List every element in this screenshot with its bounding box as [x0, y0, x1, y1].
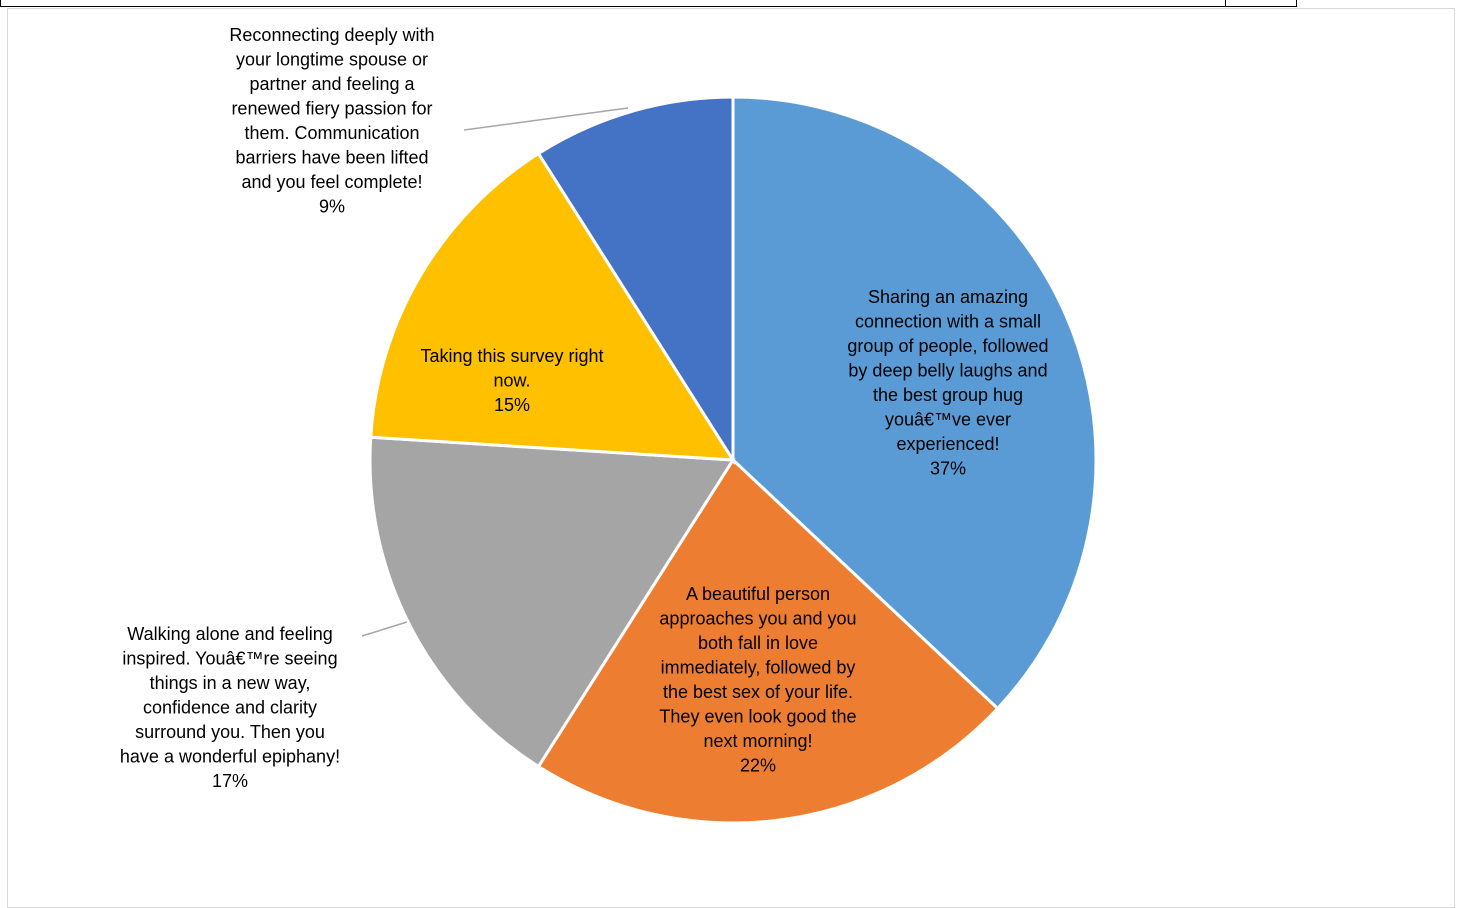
pie-slice: [536, 457, 1000, 825]
slice-category-label: experienced!: [896, 434, 999, 454]
slice-category-label: both fall in love: [698, 633, 818, 653]
slice-category-label: youâ€™ve ever: [885, 410, 1011, 430]
slice-category-label: Taking this survey right: [420, 346, 603, 366]
slice-percent-label: 22%: [740, 756, 776, 776]
slice-category-label: the best group hug: [873, 385, 1023, 405]
table-border-strip: [0, 0, 1297, 7]
slice-category-label: the best sex of your life.: [663, 682, 853, 702]
slice-percent-label: 9%: [319, 197, 345, 217]
slice-category-label: renewed fiery passion for: [231, 99, 432, 119]
slice-category-label: partner and feeling a: [249, 74, 415, 94]
slice-label: Taking this survey right now. 15%: [420, 346, 603, 415]
slice-label: Sharing an amazing connection with a smal…: [847, 287, 1048, 479]
pie-slice: [369, 151, 736, 462]
slice-category-label: immediately, followed by: [661, 658, 856, 678]
slice-category-label: Walking alone and feeling: [127, 624, 332, 644]
pie-slice: [731, 95, 1098, 711]
slice-category-label: inspired. Youâ€™re seeing: [122, 649, 337, 669]
slice-percent-label: 17%: [212, 771, 248, 791]
slice-category-label: next morning!: [703, 731, 812, 751]
slice-category-label: Sharing an amazing: [868, 287, 1028, 307]
slice-category-label: have a wonderful epiphany!: [120, 747, 340, 767]
slice-label: A beautiful person approaches you and you…: [659, 584, 856, 776]
slice-category-label: now.: [493, 371, 530, 391]
slice-category-label: connection with a small: [855, 312, 1041, 332]
slice-category-label: surround you. Then you: [135, 722, 325, 742]
slice-label: Walking alone and feeling inspired. Youâ€…: [120, 621, 408, 791]
table-cell-divider: [1225, 0, 1226, 7]
leader-line: [361, 621, 408, 637]
slice-category-label: your longtime spouse or: [236, 50, 428, 70]
slice-category-label: group of people, followed: [847, 336, 1048, 356]
slice-category-label: them. Communication: [244, 123, 419, 143]
slice-percent-label: 37%: [930, 459, 966, 479]
pie-slices: [368, 95, 1098, 825]
slice-category-label: Reconnecting deeply with: [229, 25, 434, 45]
pie-slice: [536, 95, 735, 466]
slice-label: Reconnecting deeply with your longtime sp…: [229, 25, 629, 217]
slice-percent-label: 15%: [494, 395, 530, 415]
slice-category-label: and you feel complete!: [241, 172, 422, 192]
pie-slice: [368, 435, 736, 769]
leader-line: [463, 107, 629, 131]
slice-category-label: by deep belly laughs and: [848, 361, 1047, 381]
slice-category-label: A beautiful person: [686, 584, 830, 604]
slice-category-label: They even look good the: [659, 707, 856, 727]
slice-category-label: things in a new way,: [150, 673, 311, 693]
slice-category-label: confidence and clarity: [143, 698, 317, 718]
slice-category-label: approaches you and you: [659, 609, 856, 629]
slice-category-label: barriers have been lifted: [235, 148, 428, 168]
